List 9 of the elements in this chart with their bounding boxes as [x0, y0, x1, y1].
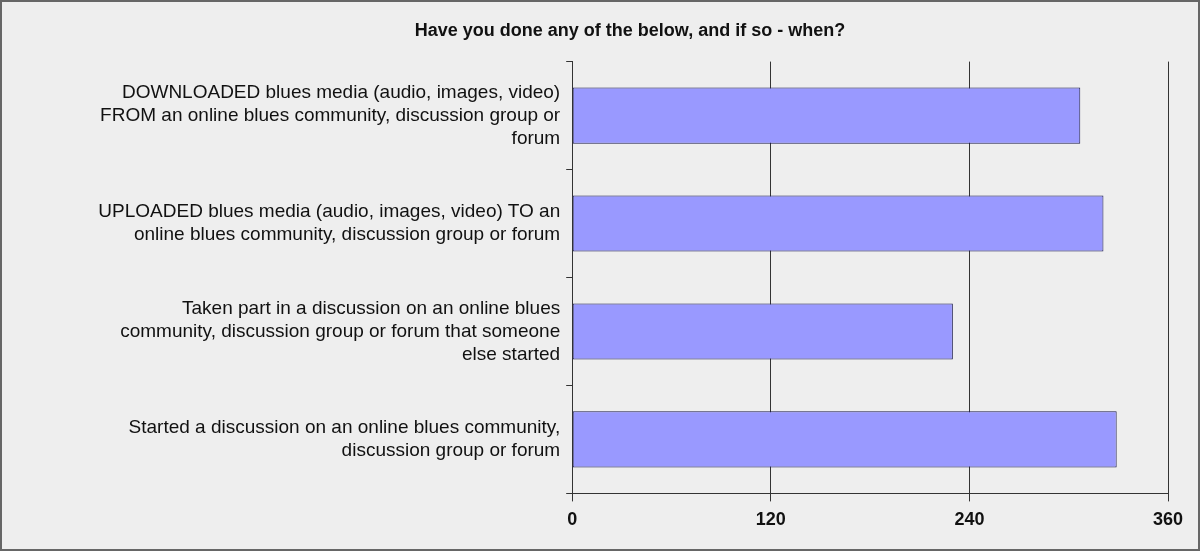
x-tick-label: 120 — [755, 509, 786, 530]
y-tick-label: Taken part in a discussion on an online blues community, discussion group or forum that someone else started — [120, 296, 561, 364]
y-tick-label: DOWNLOADED blues media (audio, images, video) FROM an online blues community, discussion group or forum — [100, 81, 561, 148]
x-tick-label: 240 — [954, 509, 985, 530]
chart-title: Have you done any of the below, and if so - when? — [414, 19, 846, 40]
y-tick-label: Started a discussion on an online blues community, discussion group or forum — [128, 416, 561, 461]
x-tick-label: 360 — [1152, 509, 1184, 530]
x-tick-label: 0 — [567, 509, 578, 530]
y-tick-label: UPLOADED blues media (audio, images, video) TO an online blues community, discussion group or forum — [98, 200, 561, 245]
